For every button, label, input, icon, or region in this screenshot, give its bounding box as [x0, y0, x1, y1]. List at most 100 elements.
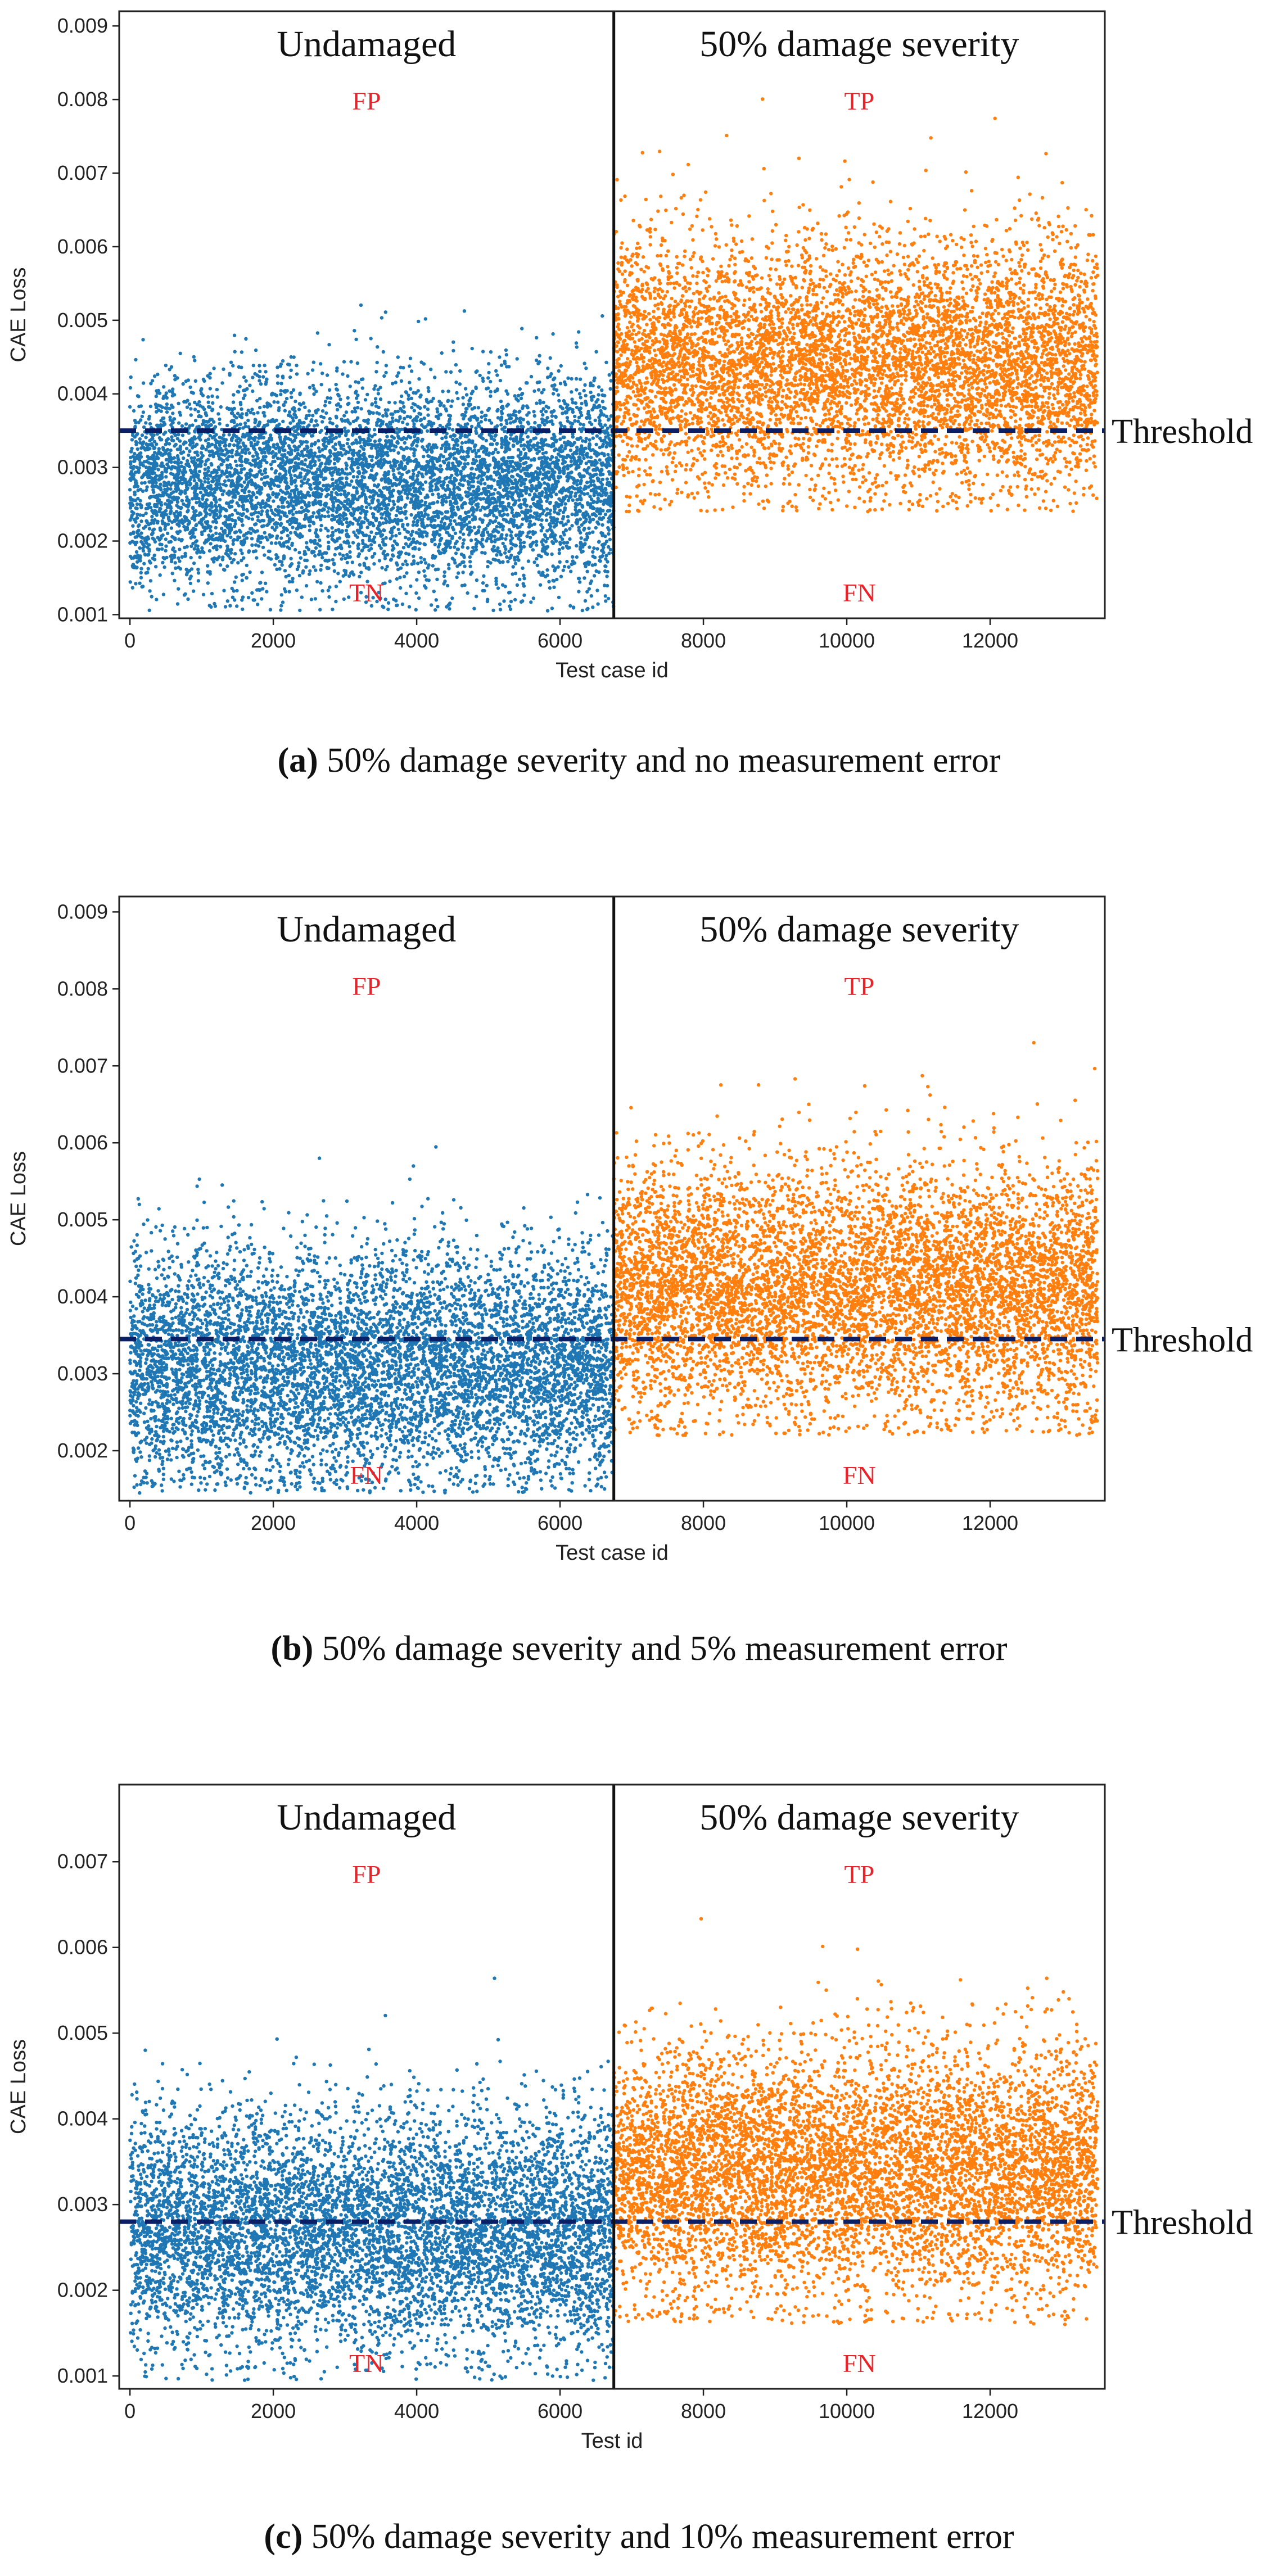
data-point — [598, 559, 602, 563]
data-point — [453, 519, 457, 523]
data-point — [178, 547, 182, 551]
data-point — [313, 554, 317, 558]
data-point — [208, 376, 212, 380]
data-point — [222, 568, 226, 572]
data-point — [528, 536, 532, 540]
data-point — [188, 385, 192, 390]
data-point — [319, 362, 323, 366]
data-point — [169, 526, 174, 530]
data-point — [163, 502, 168, 506]
data-point — [178, 439, 182, 443]
data-point — [255, 453, 259, 458]
data-point — [405, 571, 409, 575]
data-point — [548, 501, 552, 505]
data-point — [520, 510, 524, 514]
data-point — [522, 540, 526, 545]
data-point — [340, 417, 344, 422]
data-point — [327, 506, 331, 510]
data-point — [526, 456, 530, 460]
data-point — [183, 551, 187, 555]
data-point — [472, 526, 476, 529]
data-point — [486, 496, 490, 500]
data-point — [305, 481, 309, 485]
data-point — [238, 422, 242, 426]
data-point — [296, 422, 300, 426]
data-point — [248, 570, 252, 574]
data-point — [128, 386, 133, 390]
data-point — [160, 547, 164, 551]
data-point — [312, 481, 316, 486]
data-point — [220, 381, 224, 385]
data-point — [593, 418, 597, 422]
data-point — [515, 583, 520, 587]
data-point — [534, 543, 539, 547]
data-point — [373, 384, 377, 388]
data-point — [287, 573, 291, 577]
data-point — [588, 494, 592, 499]
data-point — [439, 413, 442, 416]
data-point — [487, 406, 491, 411]
data-point — [453, 469, 457, 473]
data-point — [278, 472, 282, 476]
data-point — [387, 512, 391, 516]
data-point — [579, 461, 582, 465]
data-point — [511, 565, 515, 569]
data-point — [395, 374, 399, 378]
data-point — [311, 360, 315, 364]
data-point — [230, 454, 234, 459]
data-point — [334, 436, 338, 440]
data-point — [510, 474, 514, 478]
data-point — [608, 424, 613, 428]
data-point — [449, 370, 453, 374]
data-point — [217, 555, 221, 559]
data-point — [489, 350, 493, 354]
data-point — [254, 495, 259, 500]
data-point — [561, 458, 565, 462]
data-point — [228, 604, 232, 608]
data-point — [235, 464, 239, 468]
data-point — [133, 492, 137, 497]
data-point — [317, 458, 321, 462]
data-point — [225, 553, 229, 557]
data-point — [244, 379, 248, 383]
data-point — [319, 528, 323, 532]
data-point — [578, 377, 582, 381]
data-point — [571, 555, 575, 559]
data-point — [412, 447, 416, 451]
data-point — [512, 439, 516, 443]
data-point — [538, 354, 541, 357]
data-point — [186, 459, 189, 463]
data-point — [156, 372, 160, 377]
data-point — [338, 397, 342, 401]
data-point — [299, 526, 303, 529]
data-point — [334, 599, 338, 604]
data-point — [366, 421, 370, 425]
data-point — [260, 509, 264, 513]
data-point — [344, 513, 347, 517]
data-point — [446, 464, 450, 468]
data-point — [297, 445, 301, 449]
data-point — [230, 479, 234, 483]
data-point — [570, 470, 573, 474]
data-point — [520, 327, 524, 331]
data-point — [382, 528, 386, 532]
data-point — [243, 388, 247, 392]
data-point — [256, 456, 260, 460]
data-point — [146, 567, 150, 571]
data-point — [201, 494, 205, 497]
data-point — [369, 543, 373, 547]
data-point — [330, 526, 334, 530]
data-point — [328, 451, 332, 455]
data-point — [385, 564, 389, 569]
data-point — [370, 458, 374, 463]
data-point — [363, 499, 368, 503]
data-point — [396, 467, 400, 471]
data-point — [542, 455, 547, 459]
data-point — [171, 411, 175, 415]
data-point — [318, 549, 322, 554]
data-point — [232, 406, 236, 410]
data-point — [573, 414, 577, 419]
data-point — [463, 458, 467, 462]
data-point — [517, 558, 521, 562]
data-point — [449, 404, 453, 408]
